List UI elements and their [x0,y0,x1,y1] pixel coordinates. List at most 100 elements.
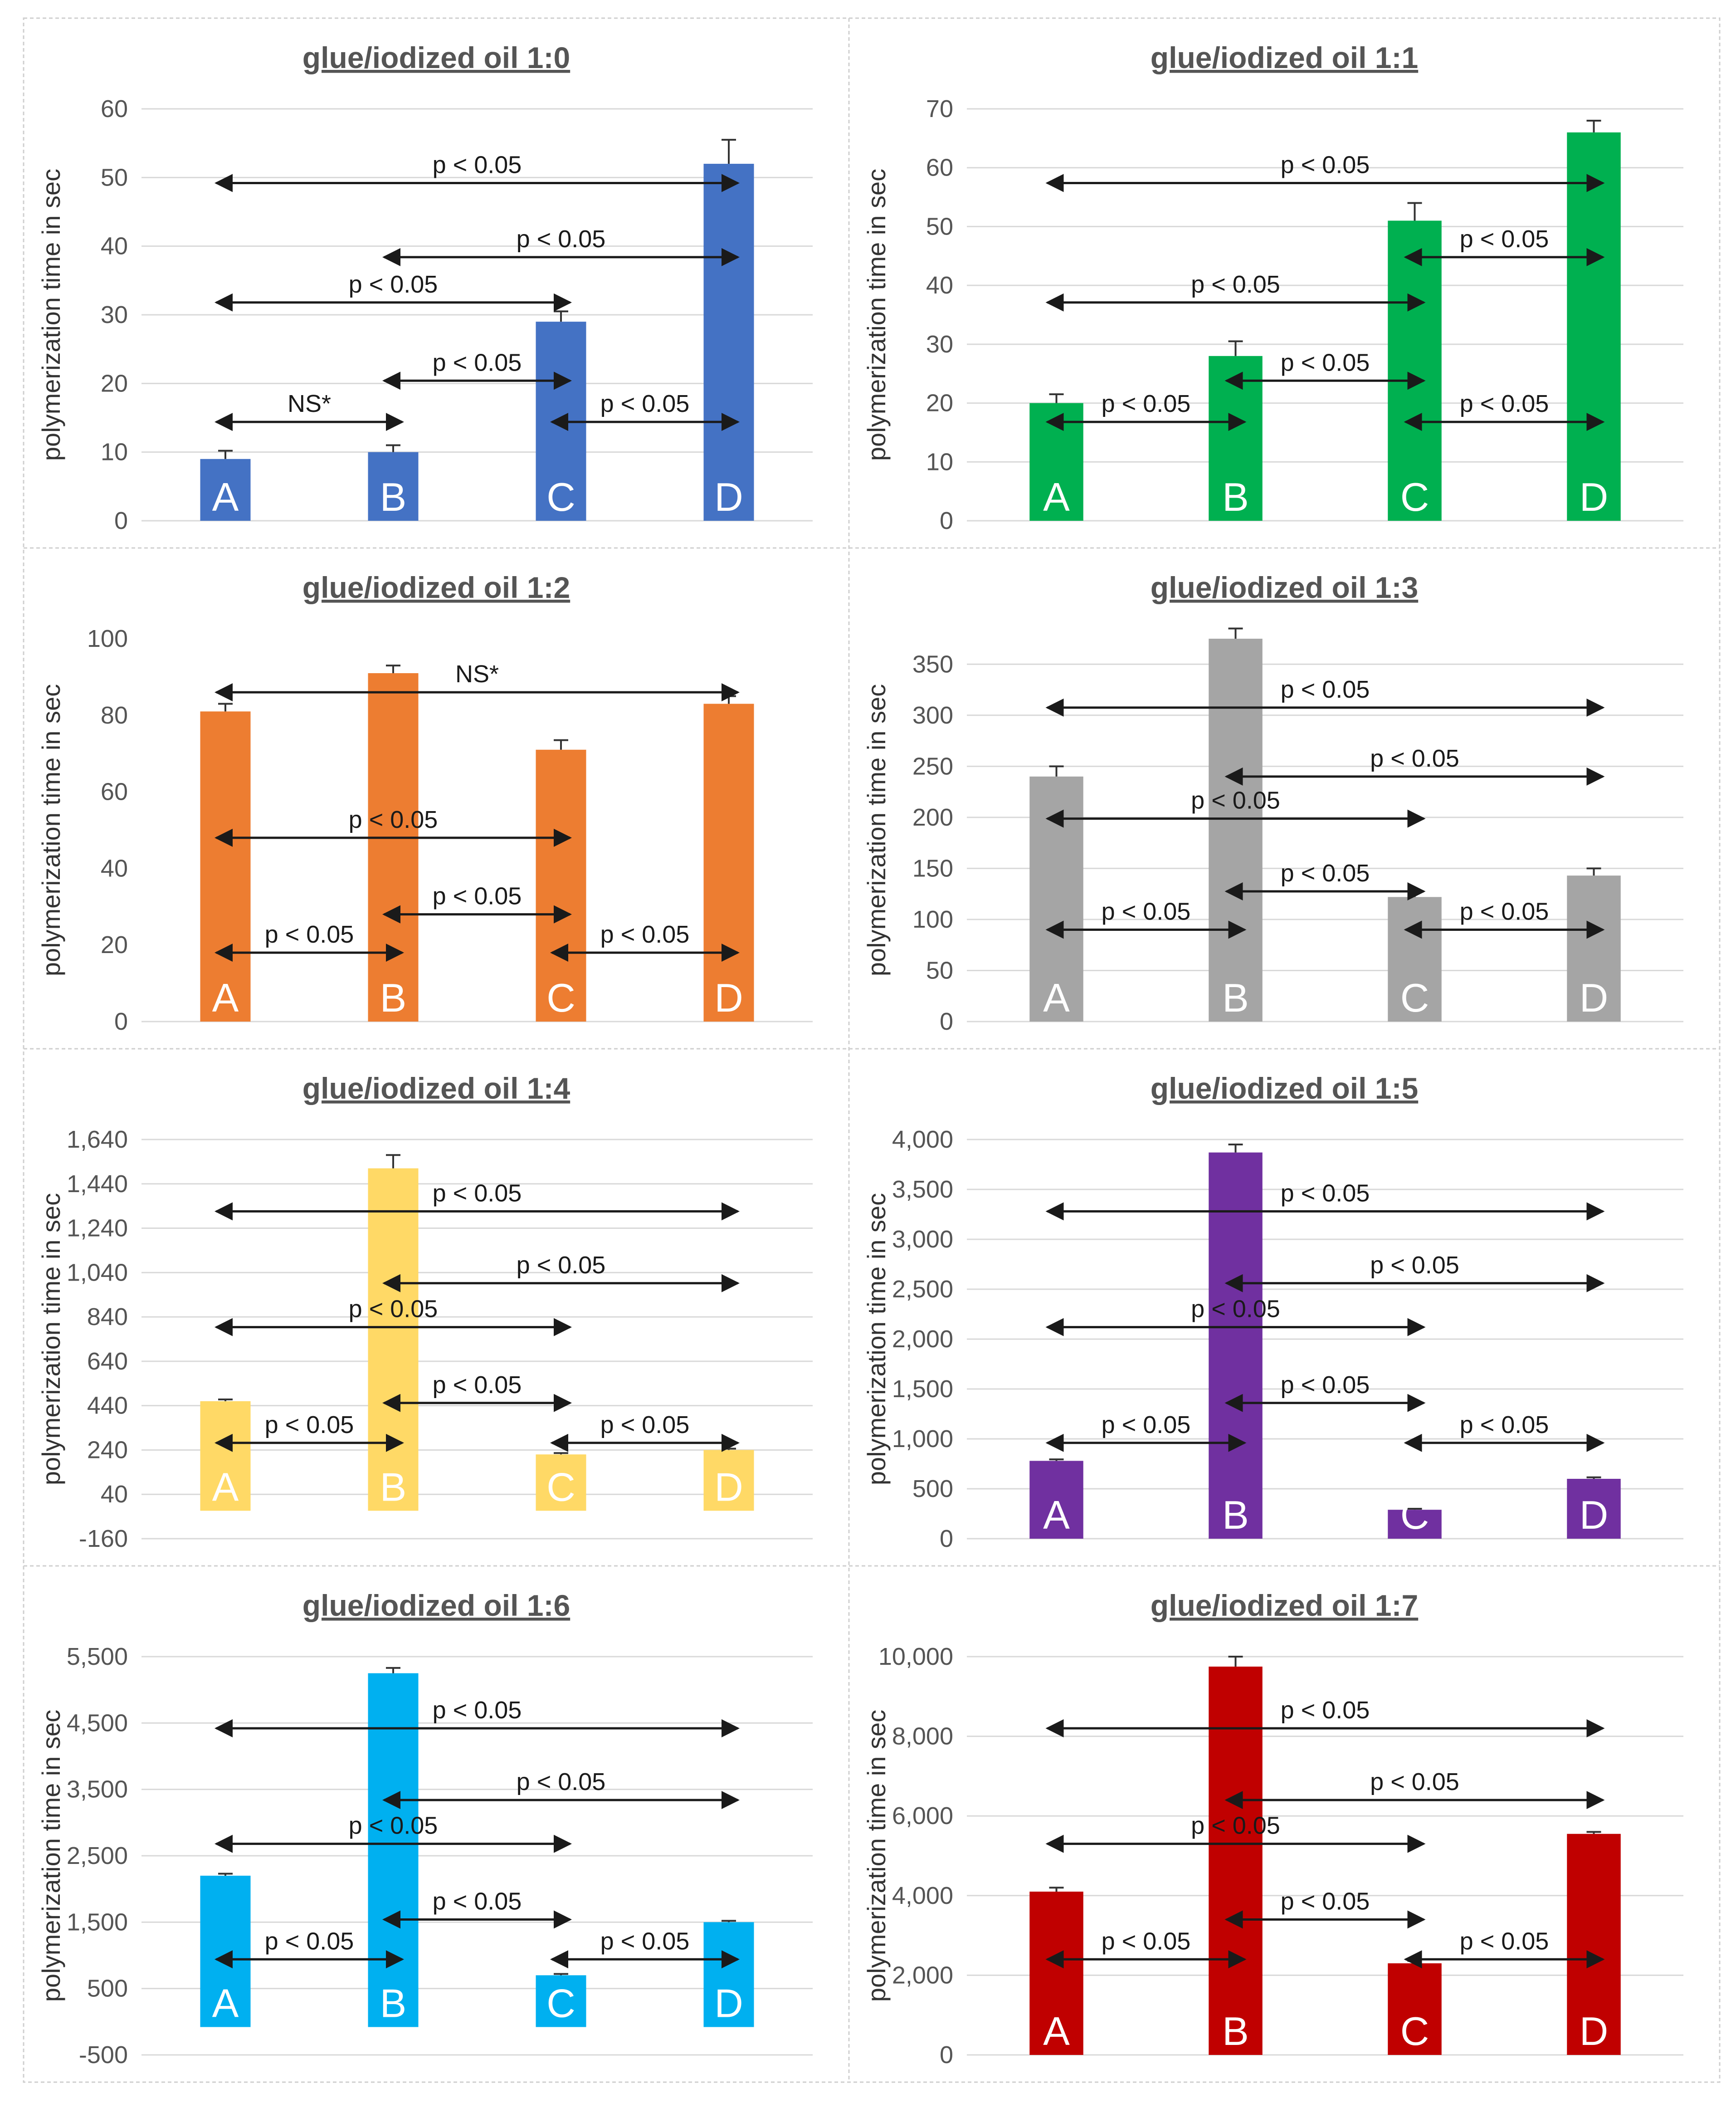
y-tick-label: 2,500 [67,1842,128,1869]
category-label-D: D [714,1981,743,2026]
chart-title: glue/iodized oil 1:6 [302,1589,570,1622]
y-tick-label: 2,000 [892,1325,953,1353]
chart-panel-2: glue/iodized oil 1:1 polymerization time … [862,41,1683,534]
bar-C [1388,897,1442,1022]
y-tick-label: 50 [101,164,128,191]
y-tick-label: 60 [101,95,128,122]
chart-panel-5: glue/iodized oil 1:4 polymerization time … [37,1071,813,1552]
category-label-C: C [1400,2009,1429,2054]
y-tick-label: 1,440 [67,1170,128,1198]
y-tick-label: 40 [101,855,128,882]
y-tick-label: 80 [101,702,128,729]
y-tick-label: 1,500 [892,1375,953,1403]
chart-panel-6: glue/iodized oil 1:5 polymerization time … [862,1071,1683,1552]
bar-D [703,1922,754,2027]
category-label-B: B [380,975,407,1020]
y-axis-label: polymerization time in sec [862,1710,891,2002]
y-tick-label: 20 [101,931,128,959]
category-label-D: D [1580,975,1609,1020]
significance-label: p < 0.05 [349,271,438,298]
significance-label: p < 0.05 [600,1927,690,1955]
significance-label: p < 0.05 [1191,271,1280,298]
bar-B [368,452,419,521]
chart-panel-8: glue/iodized oil 1:7 polymerization time … [862,1589,1683,2069]
significance-label: p < 0.05 [1191,1812,1280,1839]
y-axis-label: polymerization time in sec [37,1193,65,1485]
category-label-C: C [1400,975,1429,1020]
significance-label: NS* [455,660,499,688]
y-tick-label: 60 [926,154,953,181]
y-tick-label: 3,500 [892,1176,953,1203]
category-label-B: B [380,1981,407,2026]
significance-label: p < 0.05 [433,1888,522,1915]
bar-D [1567,875,1621,1022]
significance-label: p < 0.05 [600,921,690,948]
chart-title: glue/iodized oil 1:4 [302,1071,571,1105]
y-tick-label: 350 [912,650,953,678]
chart-title: glue/iodized oil 1:7 [1151,1589,1418,1622]
category-label-C: C [1400,474,1429,519]
y-tick-label: 240 [87,1436,128,1463]
y-tick-label: 3,000 [892,1226,953,1253]
bar-B [368,1168,419,1511]
y-tick-label: 1,500 [67,1908,128,1936]
significance-label: p < 0.05 [600,390,690,417]
y-tick-label: 100 [87,625,128,652]
significance-label: p < 0.05 [1460,390,1549,417]
significance-label: p < 0.05 [1370,1252,1459,1279]
significance-label: p < 0.05 [1102,1411,1191,1438]
category-label-B: B [1222,474,1249,519]
bar-C [1388,1510,1442,1539]
y-tick-label: 2,000 [892,1961,953,1989]
y-tick-label: 500 [87,1975,128,2002]
y-tick-label: -160 [79,1525,128,1552]
y-tick-label: 150 [912,855,953,882]
y-tick-label: 10,000 [878,1643,953,1670]
y-tick-label: 5,500 [67,1643,128,1670]
category-label-D: D [1580,1492,1609,1537]
significance-label: p < 0.05 [1281,1888,1370,1915]
chart-title: glue/iodized oil 1:3 [1151,571,1418,604]
y-tick-label: 70 [926,95,953,122]
significance-label: p < 0.05 [433,883,522,910]
chart-title: glue/iodized oil 1:2 [302,571,570,604]
category-label-C: C [546,1464,575,1509]
significance-label: p < 0.05 [1102,898,1191,925]
y-tick-label: 0 [940,1008,953,1035]
y-tick-label: 50 [926,957,953,984]
bar-A [200,711,251,1022]
category-label-D: D [714,474,743,519]
bar-D [703,704,754,1022]
significance-label: p < 0.05 [1281,349,1370,376]
y-tick-label: 10 [926,448,953,475]
chart-panel-1: glue/iodized oil 1:0 polymerization time … [37,41,813,534]
y-tick-label: 30 [101,301,128,328]
significance-label: p < 0.05 [433,1371,522,1399]
y-axis-label: polymerization time in sec [862,1193,891,1485]
significance-label: p < 0.05 [1191,1296,1280,1323]
significance-label: NS* [288,390,331,417]
category-label-A: A [212,474,239,519]
significance-label: p < 0.05 [517,225,606,253]
y-tick-label: 8,000 [892,1723,953,1750]
y-tick-label: 20 [101,370,128,397]
y-tick-label: 6,000 [892,1802,953,1829]
significance-label: p < 0.05 [349,806,438,833]
category-label-C: C [546,474,575,519]
y-tick-label: 3,500 [67,1776,128,1803]
y-tick-label: 250 [912,753,953,780]
category-label-B: B [1222,975,1249,1020]
y-tick-label: 0 [114,1008,128,1035]
chart-title: glue/iodized oil 1:0 [302,41,570,74]
y-tick-label: 1,040 [67,1259,128,1286]
significance-label: p < 0.05 [433,1697,522,1724]
bar-D [1567,132,1621,521]
y-axis-label: polymerization time in sec [37,169,65,461]
bar-D [703,1450,754,1511]
category-label-D: D [714,975,743,1020]
y-tick-label: 100 [912,906,953,933]
significance-label: p < 0.05 [1370,1768,1459,1795]
category-label-A: A [212,1981,239,2026]
significance-label: p < 0.05 [265,921,354,948]
